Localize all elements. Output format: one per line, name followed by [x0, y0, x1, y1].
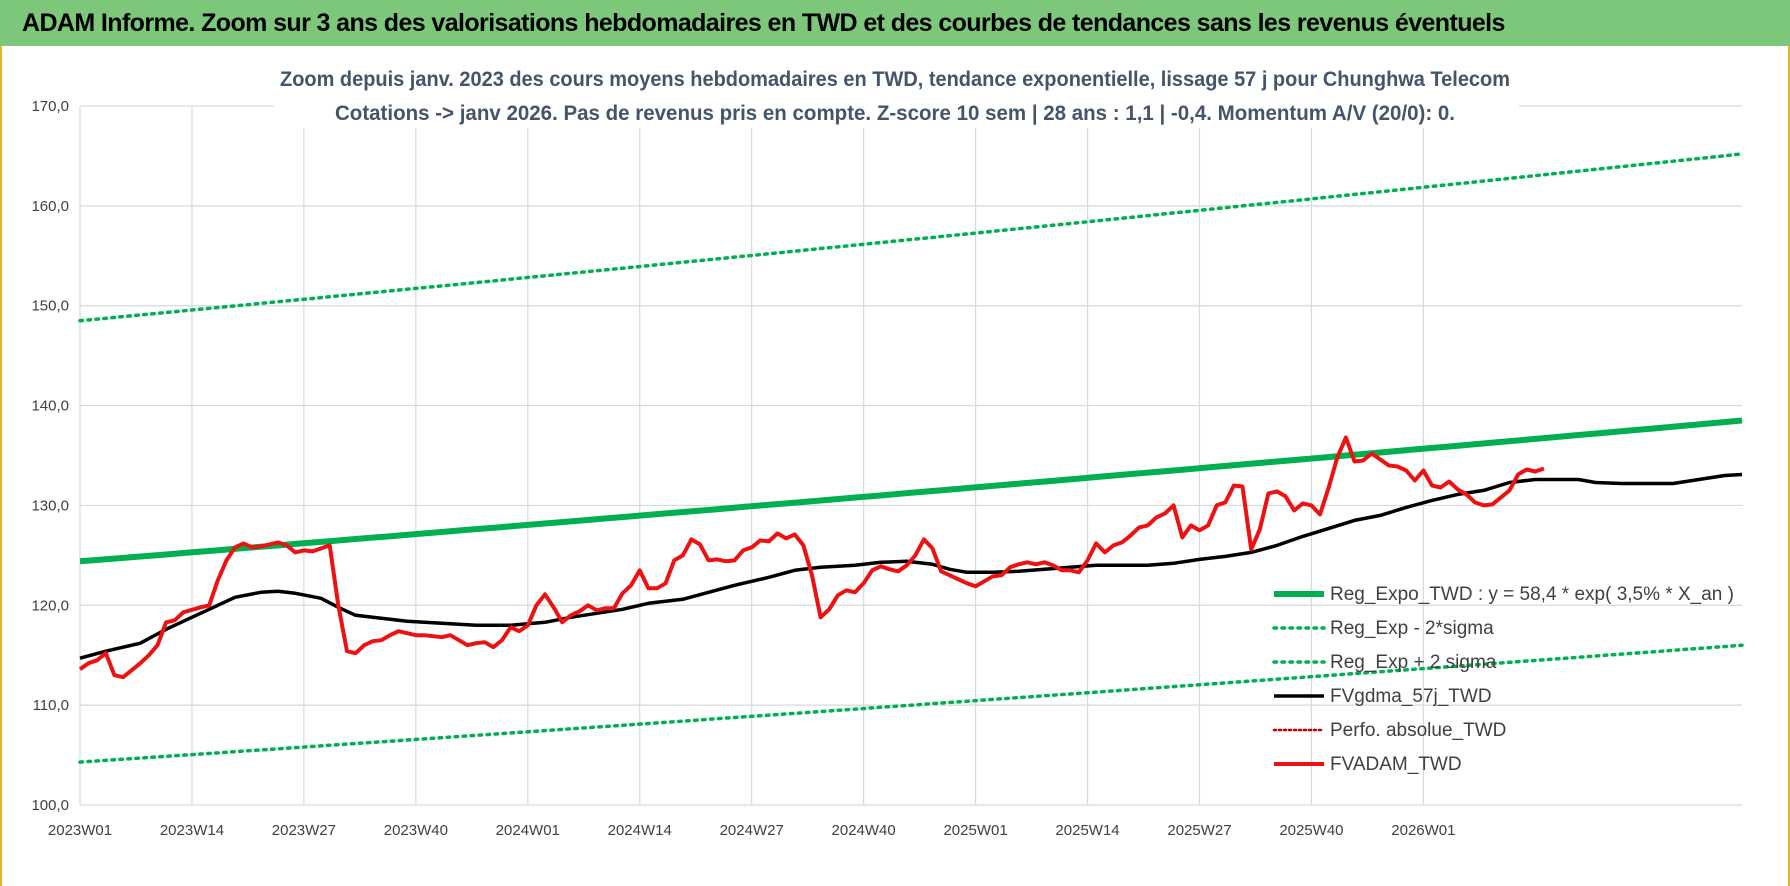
- line-chart: 100,0 110,0 120,0 130,0 140,0 150,0 160,0 170,0…: [31, 64, 1744, 839]
- series-fvgdma-57j-twd: [79, 472, 1743, 660]
- chart-subtitle: Cotations -> janv 2026. Pas de revenus p…: [335, 102, 1455, 125]
- y-tick-label: 140,0: [31, 398, 69, 415]
- report-title: ADAM Informe. Zoom sur 3 ans des valoris…: [22, 9, 1505, 37]
- x-tick-label: 2024W40: [832, 822, 896, 839]
- y-tick-label: 170,0: [31, 98, 69, 115]
- chart-area: 100,0 110,0 120,0 130,0 140,0 150,0 160,0 170,0…: [0, 46, 1790, 886]
- y-tick-label: 120,0: [31, 597, 69, 614]
- legend-label: FVADAM_TWD: [1330, 754, 1462, 775]
- x-tick-label: 2025W01: [943, 822, 1007, 839]
- report-header: ADAM Informe. Zoom sur 3 ans des valoris…: [0, 0, 1790, 46]
- y-tick-label: 160,0: [31, 198, 69, 215]
- y-tick-label: 150,0: [31, 298, 69, 315]
- y-tick-label: 100,0: [31, 797, 69, 814]
- x-tick-label: 2025W14: [1055, 822, 1119, 839]
- series-reg-exp-minus-2sigma: [78, 643, 1744, 764]
- legend-label: Reg_Expo_TWD : y = 58,4 * exp( 3,5% * X_…: [1330, 584, 1734, 605]
- chart-titles: Zoom depuis janv. 2023 des cours moyens …: [274, 64, 1519, 128]
- x-axis-ticks: 2023W01 2023W14 2023W27 2023W40 2024W01 2024W…: [48, 822, 1456, 839]
- series-reg-expo-twd: [79, 417, 1743, 565]
- x-tick-label: 2023W27: [272, 822, 336, 839]
- x-tick-label: 2024W14: [608, 822, 672, 839]
- series-fvadam-twd: [78, 435, 1545, 680]
- legend: Reg_Expo_TWD : y = 58,4 * exp( 3,5% * X_…: [1272, 584, 1734, 775]
- series-reg-exp-plus-2sigma: [78, 152, 1744, 323]
- gridlines: [79, 105, 1742, 806]
- legend-label: Perfo. absolue_TWD: [1330, 720, 1506, 741]
- x-tick-label: 2023W01: [48, 822, 112, 839]
- x-tick-label: 2023W40: [384, 822, 448, 839]
- x-tick-label: 2025W40: [1279, 822, 1343, 839]
- x-tick-label: 2024W27: [720, 822, 784, 839]
- x-tick-label: 2024W01: [496, 822, 560, 839]
- series-layer: [78, 152, 1744, 764]
- y-axis-ticks: 100,0 110,0 120,0 130,0 140,0 150,0 160,0 170,0: [31, 98, 69, 814]
- legend-label: Reg_Exp - 2*sigma: [1330, 618, 1494, 639]
- x-tick-label: 2023W14: [160, 822, 224, 839]
- x-tick-label: 2026W01: [1391, 822, 1455, 839]
- chart-title: Zoom depuis janv. 2023 des cours moyens …: [280, 68, 1510, 91]
- y-tick-label: 110,0: [33, 697, 69, 714]
- x-tick-label: 2025W27: [1167, 822, 1231, 839]
- y-tick-label: 130,0: [31, 497, 69, 514]
- legend-label: Reg_Exp + 2 sigma: [1330, 652, 1497, 673]
- legend-label: FVgdma_57j_TWD: [1330, 686, 1492, 707]
